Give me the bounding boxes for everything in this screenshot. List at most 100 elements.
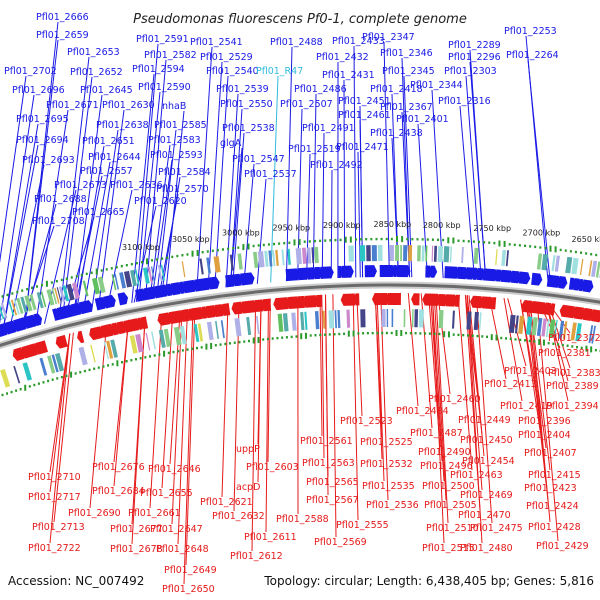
gene-label-reverse[interactable]: Pfl01_2611 xyxy=(244,532,297,543)
gene-label-reverse[interactable]: Pfl01_2394 xyxy=(546,401,599,412)
gene-label-forward[interactable]: Pfl01_2665 xyxy=(72,207,125,218)
gene-label-forward[interactable]: Pfl01_2696 xyxy=(12,85,65,96)
gene-label-forward[interactable]: Pfl01_2486 xyxy=(294,84,347,95)
gene-label-forward[interactable]: Pfl01_2651 xyxy=(82,136,135,147)
gene-label-forward[interactable]: Pfl01_2461 xyxy=(338,110,391,121)
gene-label-reverse[interactable]: Pfl01_2428 xyxy=(528,522,581,533)
gene-label-reverse[interactable]: Pfl01_2500 xyxy=(422,481,475,492)
gene-label-reverse[interactable]: Pfl01_2510 xyxy=(426,523,479,534)
gene-label-reverse[interactable]: Pfl01_2722 xyxy=(28,543,81,554)
gene-label-forward[interactable]: Pfl01_2537 xyxy=(244,169,297,180)
gene-label-reverse[interactable]: Pfl01_2535 xyxy=(362,481,415,492)
gene-label-reverse[interactable]: Pfl01_2655 xyxy=(140,488,193,499)
gene-label-forward[interactable]: Pfl01_2492 xyxy=(310,160,363,171)
gene-label-forward[interactable]: Pfl01_2593 xyxy=(150,150,203,161)
gene-label-forward[interactable]: Pfl01_2693 xyxy=(22,155,75,166)
gene-label-reverse[interactable]: Pfl01_2496 xyxy=(420,461,473,472)
gene-label-reverse[interactable]: Pfl01_2569 xyxy=(314,537,367,548)
gene-label-forward[interactable]: Pfl01_2538 xyxy=(222,123,275,134)
gene-label-forward[interactable]: Pfl01_2264 xyxy=(506,50,559,61)
gene-label-forward[interactable]: Pfl01_2590 xyxy=(138,82,191,93)
gene-label-reverse[interactable]: Pfl01_2470 xyxy=(458,510,511,521)
gene-label-reverse[interactable]: Pfl01_2532 xyxy=(360,459,413,470)
gene-label-reverse[interactable]: Pfl01_2429 xyxy=(536,541,589,552)
gene-label-forward[interactable]: Pfl01_R47 xyxy=(256,66,303,77)
gene-label-forward[interactable]: Pfl01_2253 xyxy=(504,26,557,37)
gene-label-reverse[interactable]: Pfl01_2490 xyxy=(418,447,471,458)
gene-label-reverse[interactable]: Pfl01_2372 xyxy=(548,333,600,344)
gene-label-forward[interactable]: Pfl01_2584 xyxy=(158,167,211,178)
gene-label-reverse[interactable]: Pfl01_2567 xyxy=(306,495,359,506)
gene-label-reverse[interactable]: Pfl01_2424 xyxy=(526,501,579,512)
gene-label-reverse[interactable]: Pfl01_2632 xyxy=(212,511,265,522)
gene-label-forward[interactable]: Pfl01_2418 xyxy=(370,84,423,95)
gene-label-reverse[interactable]: Pfl01_2505 xyxy=(424,500,477,511)
gene-label-forward[interactable]: Pfl01_2541 xyxy=(190,37,243,48)
gene-label-forward[interactable]: Pfl01_2401 xyxy=(396,114,449,125)
gene-label-reverse[interactable]: Pfl01_2677 xyxy=(110,524,163,535)
gene-label-forward[interactable]: Pfl01_2345 xyxy=(382,66,435,77)
gene-label-reverse[interactable]: Pfl01_2484 xyxy=(396,406,449,417)
gene-label-reverse[interactable]: Pfl01_2383 xyxy=(548,368,600,379)
gene-label-reverse[interactable]: Pfl01_2678 xyxy=(110,544,163,555)
gene-label-reverse[interactable]: Pfl01_2413 xyxy=(484,379,537,390)
gene-label-forward[interactable]: Pfl01_2438 xyxy=(370,128,423,139)
gene-label-reverse[interactable]: Pfl01_2588 xyxy=(276,514,329,525)
gene-label-forward[interactable]: Pfl01_2653 xyxy=(67,47,120,58)
gene-label-forward[interactable]: Pfl01_2688 xyxy=(34,194,87,205)
gene-label-reverse[interactable]: Pfl01_2647 xyxy=(150,524,203,535)
gene-label-forward[interactable]: nhaB xyxy=(162,101,186,112)
gene-label-forward[interactable]: Pfl01_2296 xyxy=(448,52,501,63)
gene-label-reverse[interactable]: uppP xyxy=(236,444,260,455)
gene-label-forward[interactable]: Pfl01_2695 xyxy=(16,114,69,125)
gene-label-forward[interactable]: Pfl01_2585 xyxy=(154,120,207,131)
gene-label-forward[interactable]: Pfl01_2666 xyxy=(36,12,89,23)
gene-label-reverse[interactable]: Pfl01_2407 xyxy=(524,448,577,459)
gene-label-reverse[interactable]: Pfl01_2480 xyxy=(460,543,513,554)
gene-label-reverse[interactable]: Pfl01_2449 xyxy=(458,415,511,426)
gene-label-forward[interactable]: Pfl01_2547 xyxy=(232,154,285,165)
gene-label-forward[interactable]: Pfl01_2657 xyxy=(80,166,133,177)
gene-label-reverse[interactable]: Pfl01_2676 xyxy=(92,462,145,473)
gene-label-reverse[interactable]: Pfl01_2536 xyxy=(366,500,419,511)
gene-label-reverse[interactable]: Pfl01_2396 xyxy=(518,416,571,427)
gene-label-forward[interactable]: Pfl01_2645 xyxy=(80,85,133,96)
gene-label-reverse[interactable]: Pfl01_2525 xyxy=(360,437,413,448)
gene-label-reverse[interactable]: Pfl01_2469 xyxy=(460,490,513,501)
gene-label-reverse[interactable]: Pfl01_2555 xyxy=(336,520,389,531)
gene-label-forward[interactable]: Pfl01_2582 xyxy=(144,50,197,61)
gene-label-reverse[interactable]: Pfl01_2381 xyxy=(538,348,591,359)
gene-label-reverse[interactable]: Pfl01_2404 xyxy=(518,430,571,441)
gene-label-reverse[interactable]: Pfl01_2419 xyxy=(500,401,553,412)
gene-label-reverse[interactable]: Pfl01_2523 xyxy=(340,416,393,427)
gene-label-reverse[interactable]: Pfl01_2403 xyxy=(504,366,557,377)
gene-label-forward[interactable]: Pfl01_2539 xyxy=(216,84,269,95)
gene-label-forward[interactable]: Pfl01_2491 xyxy=(302,123,355,134)
gene-label-forward[interactable]: Pfl01_2671 xyxy=(46,100,99,111)
gene-label-forward[interactable]: Pfl01_2659 xyxy=(36,30,89,41)
gene-label-reverse[interactable]: Pfl01_2515 xyxy=(422,543,475,554)
gene-label-reverse[interactable]: Pfl01_2612 xyxy=(230,551,283,562)
gene-label-reverse[interactable]: Pfl01_2621 xyxy=(200,497,253,508)
gene-label-forward[interactable]: Pfl01_2303 xyxy=(444,66,497,77)
gene-label-reverse[interactable]: Pfl01_2487 xyxy=(410,428,463,439)
gene-label-forward[interactable]: Pfl01_2540 xyxy=(206,66,259,77)
gene-label-forward[interactable]: Pfl01_2347 xyxy=(362,32,415,43)
gene-label-reverse[interactable]: Pfl01_2603 xyxy=(246,462,299,473)
gene-label-reverse[interactable]: Pfl01_2713 xyxy=(32,522,85,533)
gene-label-forward[interactable]: Pfl01_2431 xyxy=(322,70,375,81)
gene-label-forward[interactable]: Pfl01_2620 xyxy=(134,196,187,207)
gene-label-forward[interactable]: Pfl01_2694 xyxy=(16,135,69,146)
gene-label-reverse[interactable]: Pfl01_2561 xyxy=(300,436,353,447)
gene-label-forward[interactable]: Pfl01_2316 xyxy=(438,96,491,107)
gene-label-reverse[interactable]: Pfl01_2460 xyxy=(428,394,481,405)
gene-label-reverse[interactable]: Pfl01_2565 xyxy=(306,477,359,488)
gene-label-forward[interactable]: Pfl01_2433 xyxy=(332,36,385,47)
gene-label-reverse[interactable]: Pfl01_2661 xyxy=(128,508,181,519)
gene-label-reverse[interactable]: Pfl01_2415 xyxy=(528,470,581,481)
gene-label-forward[interactable]: Pfl01_2488 xyxy=(270,37,323,48)
gene-label-forward[interactable]: Pfl01_2550 xyxy=(220,99,273,110)
gene-label-forward[interactable]: Pfl01_2344 xyxy=(410,80,463,91)
gene-label-forward[interactable]: Pfl01_2583 xyxy=(148,135,201,146)
gene-label-reverse[interactable]: Pfl01_2475 xyxy=(470,523,523,534)
